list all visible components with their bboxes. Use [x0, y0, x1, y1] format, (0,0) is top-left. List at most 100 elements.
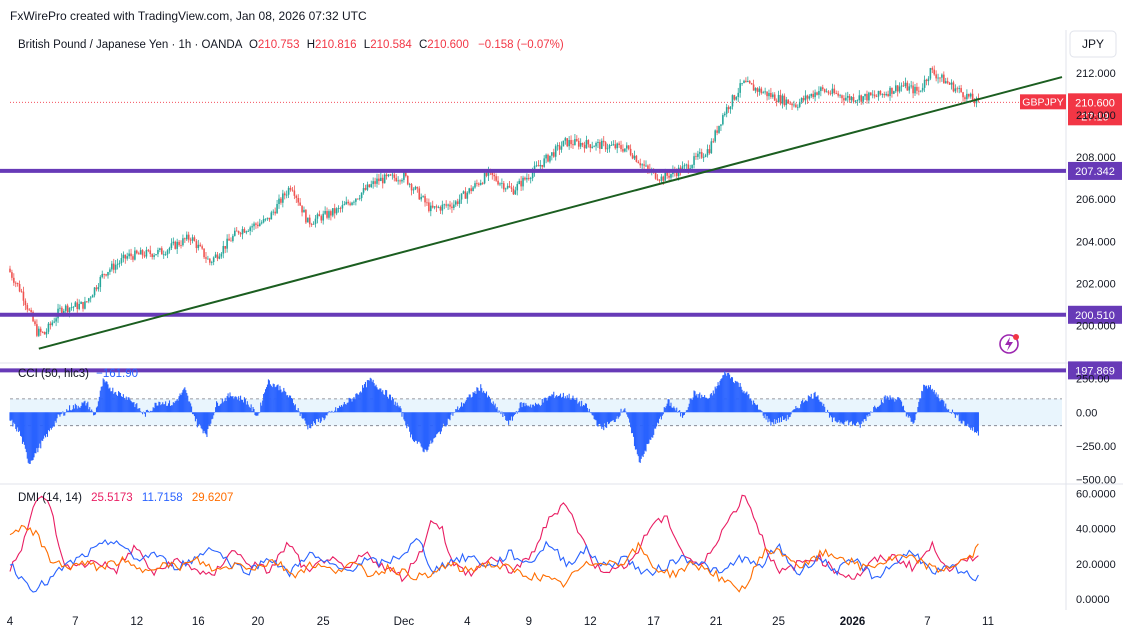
currency-button[interactable]: JPY [1069, 30, 1117, 58]
cci-histogram-bar [20, 412, 23, 437]
alert-lightning-icon[interactable] [999, 334, 1019, 354]
cci-histogram-bar [117, 395, 119, 413]
cci-histogram-bar [798, 408, 800, 413]
cci-histogram-bar [558, 395, 560, 413]
candle-body [599, 141, 601, 149]
candle-body [195, 241, 198, 249]
cci-histogram-bar [356, 393, 358, 413]
cci-histogram-bar [915, 412, 917, 415]
cci-histogram-bar [633, 412, 636, 447]
candle-body [61, 307, 63, 314]
cci-histogram-bar [572, 395, 574, 413]
cci-histogram-bar [323, 412, 325, 421]
cci-histogram-bar [336, 411, 338, 413]
candle-body [658, 180, 661, 181]
time-tick-label: Dec [394, 616, 415, 628]
open-value: 210.753 [258, 39, 300, 51]
cci-histogram-bar [696, 393, 698, 413]
cci-histogram-bar [193, 412, 196, 417]
cci-histogram-bar [578, 402, 580, 413]
candle-body [935, 74, 937, 79]
dmi-tick-label: 20.0000 [1076, 559, 1116, 571]
cci-histogram-bar [540, 404, 542, 413]
candle-body [885, 94, 887, 96]
cci-legend[interactable]: CCI (50, hlc3) −161.90 [18, 368, 138, 380]
cci-histogram-bar [11, 412, 13, 420]
candle-body [234, 230, 236, 236]
cci-histogram-bar [307, 412, 309, 430]
candle-body [260, 222, 263, 224]
cci-histogram-bar [853, 412, 856, 426]
cci-histogram-bar [352, 398, 354, 413]
candle-body [399, 180, 401, 182]
cci-histogram-bar [841, 412, 843, 424]
candle-body [814, 92, 816, 98]
candle-body [583, 144, 586, 149]
cci-histogram-bar [598, 412, 600, 425]
candle-body [268, 217, 271, 220]
symbol-info[interactable]: British Pound / Japanese Yen · 1h · OAND… [18, 39, 564, 51]
candle-body [785, 99, 788, 106]
candle-body [846, 95, 849, 98]
cci-histogram-bar [878, 405, 881, 413]
cci-histogram-bar [662, 412, 664, 415]
candle-body [26, 305, 29, 310]
candle-body [950, 82, 953, 85]
cci-histogram-bar [84, 400, 86, 413]
candle-body [702, 156, 705, 158]
cci-histogram-bar [26, 412, 28, 459]
cci-histogram-bar [870, 411, 872, 413]
candle-body [316, 214, 319, 219]
cci-histogram-bar [891, 399, 893, 413]
candle-body [704, 155, 707, 157]
symbol-name[interactable]: British Pound / Japanese Yen · 1h · OAND… [18, 39, 243, 51]
cci-histogram-bar [660, 412, 662, 420]
candle-body [132, 256, 134, 260]
cci-histogram-bar [707, 398, 710, 413]
candle-body [479, 182, 482, 185]
currency-button-label[interactable]: JPY [1082, 37, 1104, 51]
cci-histogram-bar [29, 412, 31, 464]
cci-histogram-bar [592, 412, 594, 416]
cci-histogram-bar [339, 406, 342, 413]
cci-histogram-bar [154, 402, 156, 413]
cci-histogram-bar [457, 406, 459, 413]
cci-histogram-bar [27, 412, 29, 463]
cci-histogram-bar [763, 412, 765, 419]
dmi-legend[interactable]: DMI (14, 14) 25.5173 11.7158 29.6207 [18, 492, 233, 504]
cci-histogram-bar [89, 407, 91, 413]
candle-body [405, 172, 407, 176]
cci-histogram-bar [488, 396, 490, 413]
cci-histogram-bar [36, 412, 38, 449]
level-price-label: 197.869 [1075, 365, 1115, 377]
candle-body [856, 100, 859, 101]
cci-histogram-bar [678, 410, 680, 413]
cci-histogram-bar [257, 412, 259, 416]
time-tick-label: 25 [772, 616, 785, 628]
candle-body [944, 81, 947, 84]
cci-histogram-bar [658, 412, 661, 419]
cci-histogram-bar [610, 412, 612, 422]
cci-histogram-bar [515, 411, 517, 413]
cci-histogram-bar [834, 412, 836, 422]
candle-body [968, 93, 970, 97]
cci-histogram-bar [951, 409, 954, 413]
candle-body [462, 191, 465, 194]
cci-histogram-bar [752, 404, 754, 413]
cci-histogram-bar [131, 402, 133, 413]
cci-histogram-bar [474, 391, 476, 413]
cci-histogram-bar [672, 407, 674, 413]
cci-histogram-bar [644, 412, 646, 451]
cci-histogram-bar [196, 412, 198, 428]
cci-histogram-bar [653, 412, 655, 435]
cci-histogram-bar [856, 412, 858, 422]
cci-histogram-bar [788, 412, 790, 418]
cci-histogram-bar [782, 412, 784, 420]
cci-histogram-bar [755, 405, 758, 413]
cci-histogram-bar [264, 392, 266, 413]
cci-histogram-bar [289, 395, 291, 413]
cci-histogram-bar [858, 412, 860, 425]
candle-body [870, 92, 872, 96]
cci-histogram-bar [225, 401, 227, 413]
cci-histogram-bar [799, 408, 801, 413]
